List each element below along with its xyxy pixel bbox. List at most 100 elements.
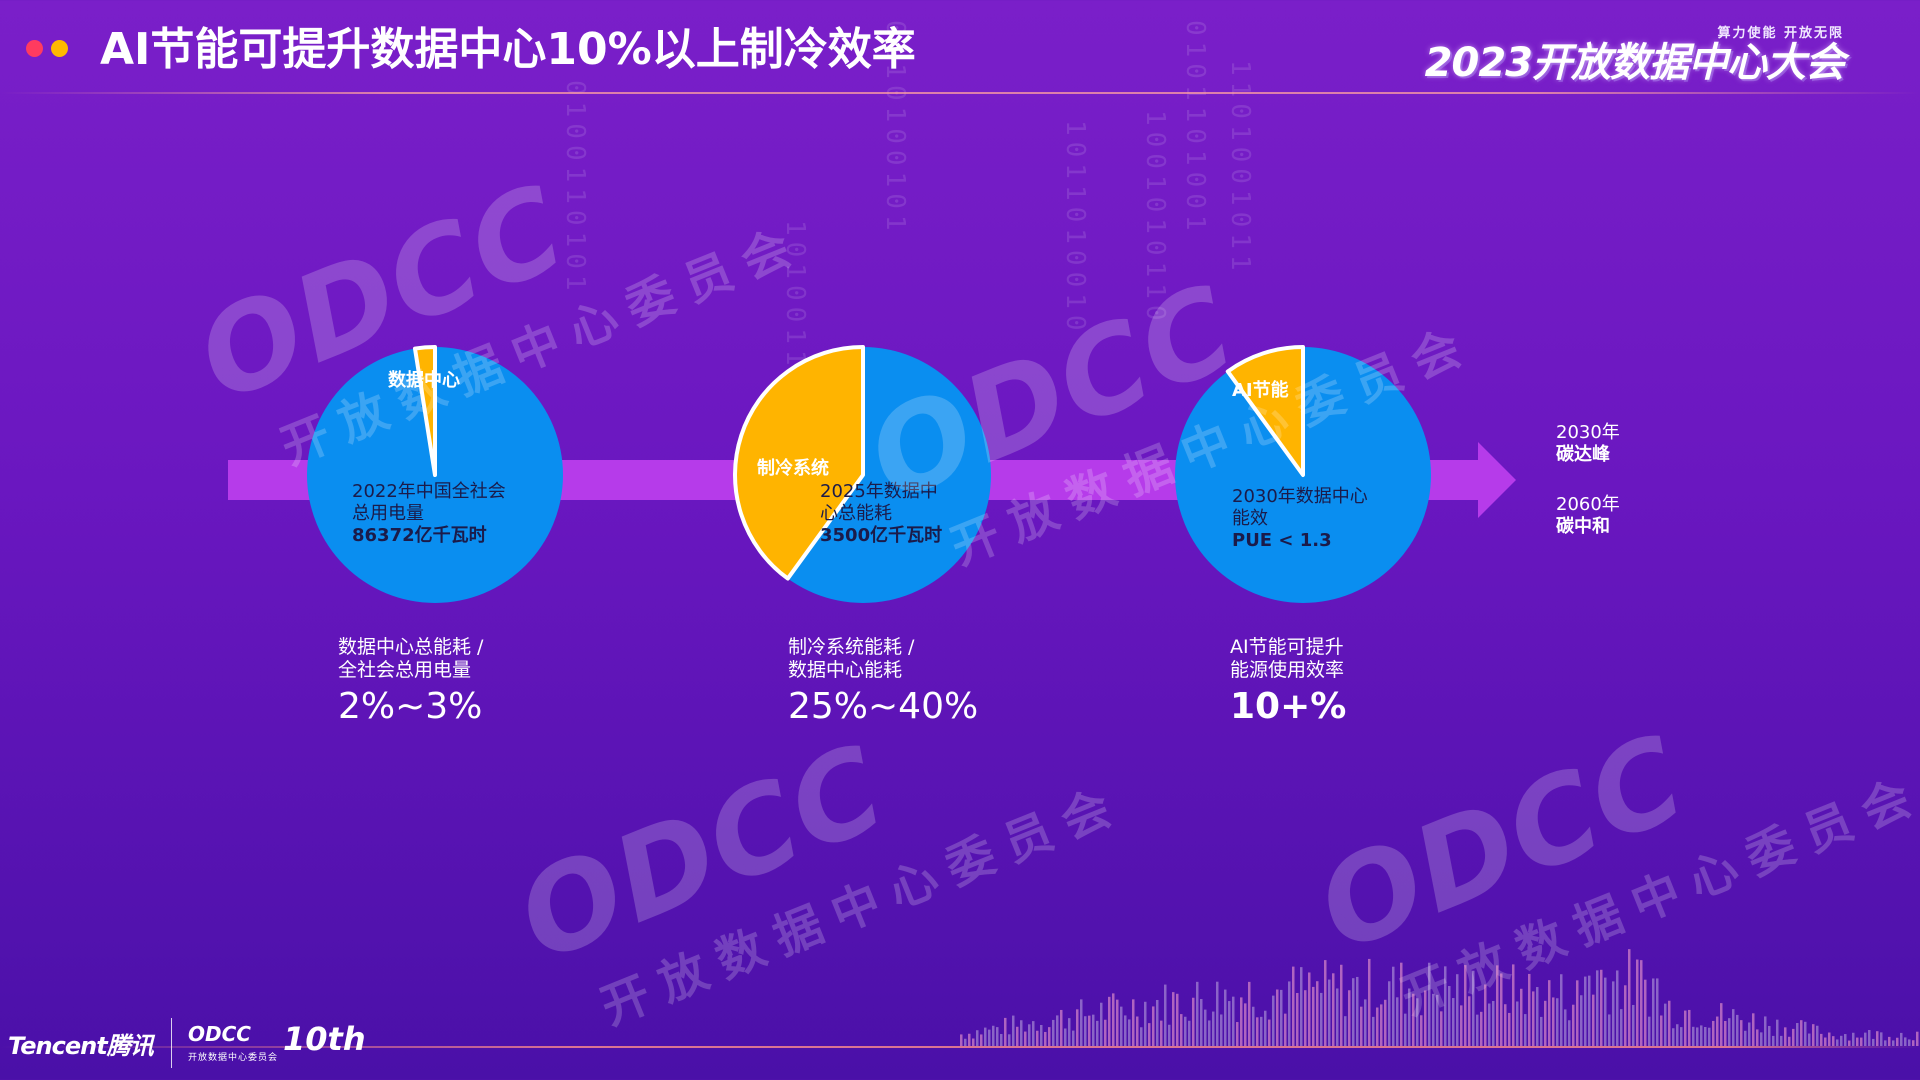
skyline-bar — [1116, 999, 1119, 1046]
skyline-bar — [1680, 1027, 1683, 1046]
skyline-bar — [1332, 973, 1335, 1046]
skyline-bar — [1724, 1020, 1727, 1046]
pie-chart-datacenter-energy — [728, 340, 998, 610]
skyline-bar — [1620, 1009, 1623, 1046]
skyline-bar — [1468, 996, 1471, 1046]
skyline-bar — [1688, 1009, 1691, 1046]
skyline-bar — [1424, 990, 1427, 1046]
binary-stream-decoration: 1001010110 — [1140, 110, 1170, 327]
skyline-bar — [1860, 1037, 1863, 1046]
skyline-bar — [1896, 1037, 1899, 1046]
binary-stream-decoration: 1011010010 — [1060, 120, 1090, 337]
skyline-bar — [1000, 1034, 1003, 1046]
skyline-bar — [1420, 1015, 1423, 1046]
caption-ai-efficiency: AI节能可提升 能源使用效率 10+% — [1230, 636, 1346, 730]
skyline-bar — [1020, 1020, 1023, 1046]
skyline-bar — [1864, 1032, 1867, 1046]
skyline-bar — [1836, 1039, 1839, 1046]
skyline-bar — [1900, 1032, 1903, 1046]
skyline-bar — [1844, 1034, 1847, 1046]
skyline-bar — [1772, 1035, 1775, 1046]
pie-chart-pue — [1168, 340, 1438, 610]
skyline-bar — [1668, 1000, 1671, 1046]
conference-logo: 算力使能 开放无限 2023开放数据中心大会 — [1374, 22, 1845, 88]
skyline-bar — [1744, 1030, 1747, 1046]
skyline-bar — [1496, 965, 1499, 1046]
skyline-bar — [1212, 1011, 1215, 1046]
skyline-bar — [1456, 974, 1459, 1046]
skyline-bar — [1508, 1012, 1511, 1046]
skyline-bar — [1372, 1016, 1375, 1046]
pie-text-value: 3500亿千瓦时 — [820, 525, 943, 546]
odcc-logo-subtitle: 开放数据中心委员会 — [188, 1053, 279, 1063]
skyline-bar — [1560, 974, 1563, 1046]
yellow-dot-icon — [51, 40, 68, 57]
footer-separator — [171, 1018, 172, 1068]
skyline-bar — [1500, 973, 1503, 1046]
skyline-bar — [1808, 1033, 1811, 1046]
skyline-bar — [1728, 1018, 1731, 1046]
skyline-bar — [1176, 993, 1179, 1046]
skyline-bar — [1632, 1004, 1635, 1046]
milestone-carbon-peak: 2030年 碳达峰 — [1556, 422, 1620, 466]
skyline-bar — [1908, 1039, 1911, 1046]
milestone-year: 2030年 — [1556, 422, 1620, 443]
skyline-bar — [1296, 993, 1299, 1046]
pie-text-value: PUE < 1.3 — [1232, 530, 1332, 551]
pie-text-society-power: 2022年中国全社会 总用电量 86372亿千瓦时 — [352, 481, 506, 547]
skyline-bar — [1368, 958, 1371, 1046]
skyline-bar — [1260, 1016, 1263, 1046]
skyline-bar — [1108, 996, 1111, 1046]
skyline-bar — [1580, 995, 1583, 1046]
skyline-bar — [1692, 1026, 1695, 1046]
skyline-bar — [992, 1025, 995, 1046]
milestone-event: 碳中和 — [1556, 516, 1610, 537]
caption-value: 2%~3% — [338, 686, 483, 727]
caption-value: 25%~40% — [788, 686, 979, 727]
skyline-bar — [1320, 992, 1323, 1046]
skyline-bar — [1536, 987, 1539, 1046]
skyline-bar — [1644, 979, 1647, 1046]
skyline-bar — [1092, 1014, 1095, 1046]
skyline-bar — [1872, 1038, 1875, 1046]
skyline-bar — [1132, 999, 1135, 1046]
skyline-bar — [1208, 1020, 1211, 1046]
skyline-bar — [1416, 998, 1419, 1046]
skyline-bar — [980, 1034, 983, 1046]
red-dot-icon — [26, 40, 43, 57]
skyline-bar — [1796, 1023, 1799, 1046]
skyline-bar — [1532, 991, 1535, 1046]
skyline-bar — [1312, 986, 1315, 1046]
skyline-bar — [1640, 960, 1643, 1046]
skyline-bar — [1008, 1034, 1011, 1046]
skyline-bar — [1832, 1036, 1835, 1046]
skyline-bar — [1576, 980, 1579, 1046]
skyline-bar — [1636, 959, 1639, 1046]
skyline-bar — [1164, 984, 1167, 1046]
tenth-anniversary-logo: 10th — [283, 1020, 366, 1058]
skyline-bar — [1472, 970, 1475, 1046]
skyline-bar — [1568, 1020, 1571, 1046]
skyline-bar — [996, 1027, 999, 1046]
skyline-bar — [1004, 1017, 1007, 1046]
skyline-bar — [1056, 1015, 1059, 1046]
skyline-bar — [1828, 1032, 1831, 1046]
caption-value: 10+% — [1230, 686, 1347, 727]
skyline-bar — [1684, 1010, 1687, 1046]
skyline-bar — [1704, 1026, 1707, 1046]
skyline-bar — [1768, 1025, 1771, 1046]
pie-svg — [1175, 345, 1431, 603]
skyline-bar — [1816, 1025, 1819, 1046]
skyline-bar — [1652, 978, 1655, 1046]
skyline-bar — [1880, 1032, 1883, 1046]
skyline-bar — [1660, 1015, 1663, 1046]
skyline-bar — [1764, 1016, 1767, 1046]
skyline-bar — [1792, 1028, 1795, 1046]
skyline-bar — [1216, 981, 1219, 1046]
skyline-bar — [1756, 1029, 1759, 1046]
skyline-bar — [1556, 998, 1559, 1046]
skyline-bar — [1760, 1032, 1763, 1046]
skyline-bar — [1340, 964, 1343, 1046]
skyline-bar — [1408, 988, 1411, 1046]
